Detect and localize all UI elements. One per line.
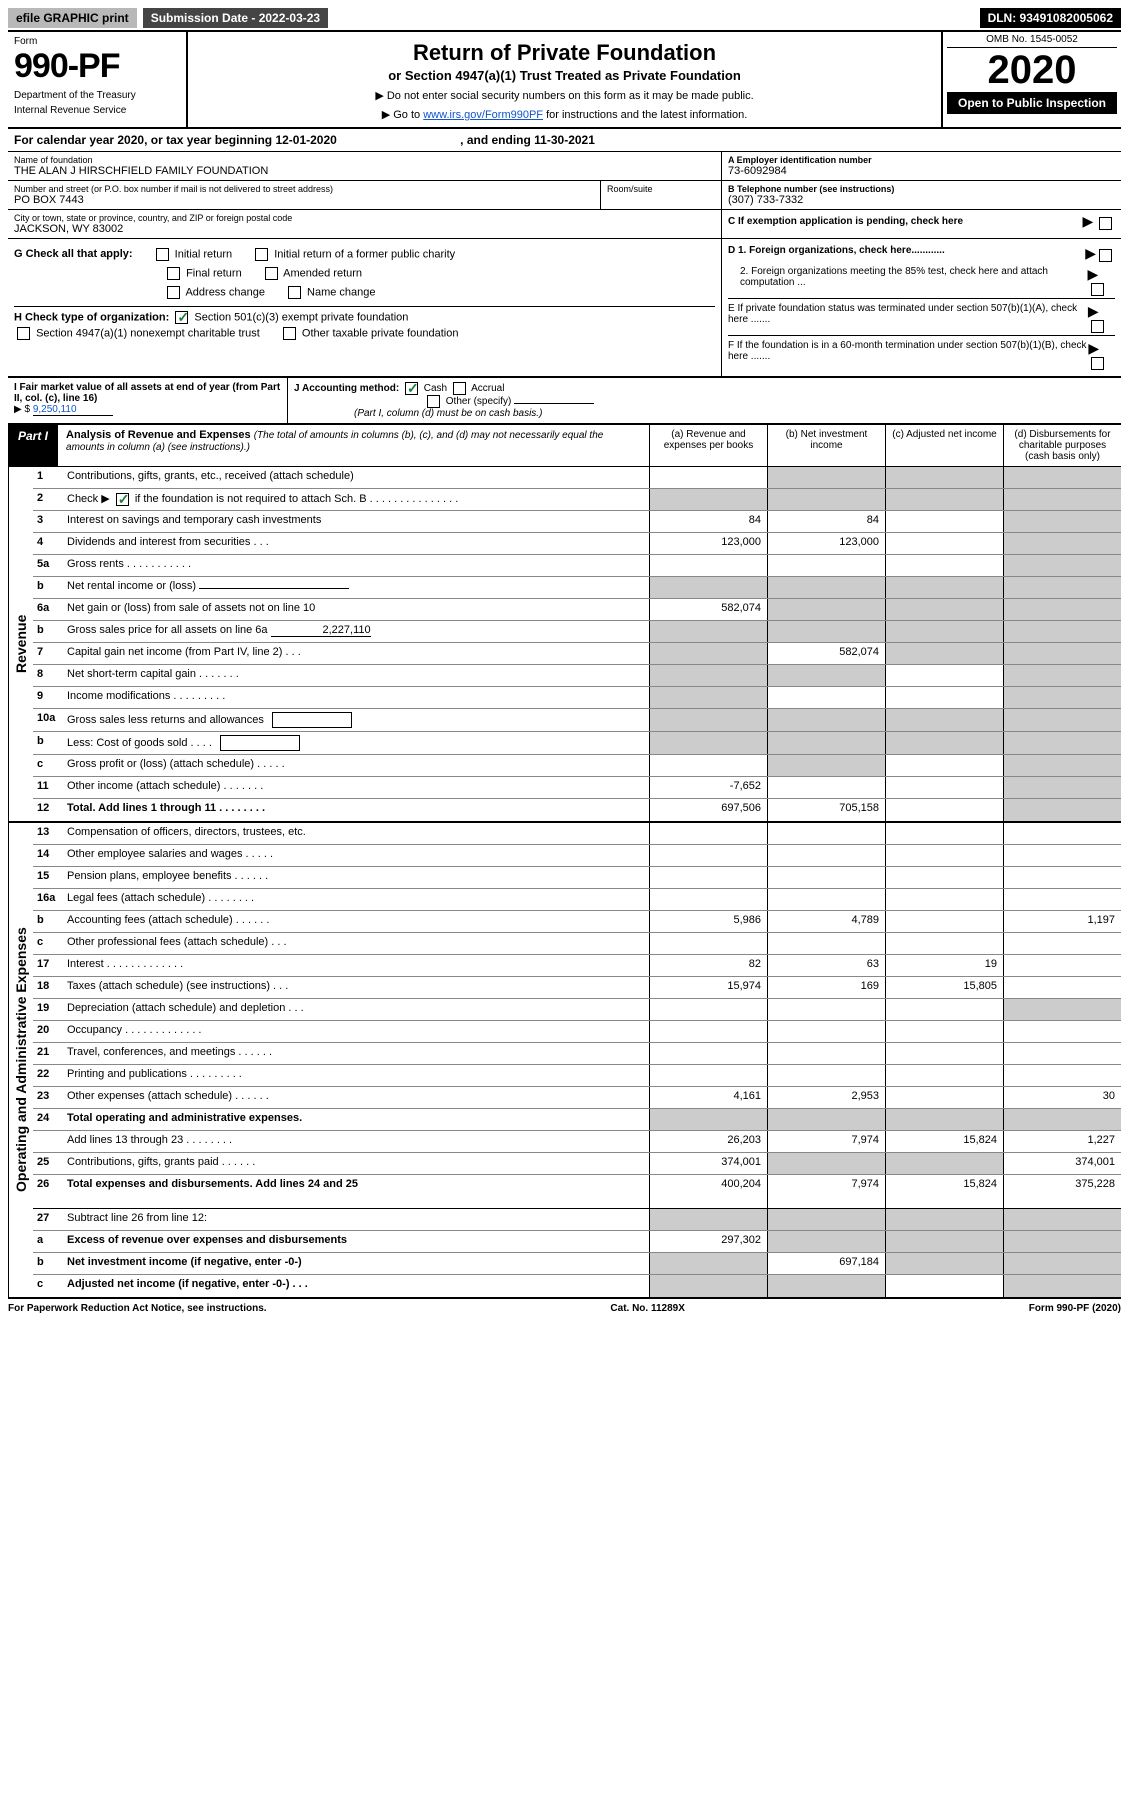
f-label: F If the foundation is in a 60-month ter… — [728, 340, 1088, 362]
dln-badge: DLN: 93491082005062 — [980, 8, 1121, 28]
phone-value: (307) 733-7332 — [728, 194, 1115, 206]
d1-label: D 1. Foreign organizations, check here..… — [728, 245, 945, 256]
addr-label: Number and street (or P.O. box number if… — [14, 184, 594, 194]
4947-checkbox[interactable] — [17, 327, 30, 340]
form-header: Form 990-PF Department of the Treasury I… — [8, 30, 1121, 129]
col-a-header: (a) Revenue and expenses per books — [649, 425, 767, 466]
j-label: J Accounting method: — [294, 383, 399, 394]
e-label: E If private foundation status was termi… — [728, 303, 1088, 325]
paperwork-notice: For Paperwork Reduction Act Notice, see … — [8, 1303, 267, 1314]
irs-url-link[interactable]: www.irs.gov/Form990PF — [423, 109, 543, 121]
tax-year: 2020 — [947, 50, 1117, 90]
part1-header: Part I Analysis of Revenue and Expenses … — [8, 425, 1121, 467]
d2-label: 2. Foreign organizations meeting the 85%… — [728, 266, 1088, 288]
top-bar: efile GRAPHIC print Submission Date - 20… — [8, 8, 1121, 28]
room-suite-label: Room/suite — [601, 181, 721, 209]
col-c-header: (c) Adjusted net income — [885, 425, 1003, 466]
part1-label: Part I — [8, 425, 58, 466]
street-address: PO BOX 7443 — [14, 194, 594, 206]
city-label: City or town, state or province, country… — [14, 213, 715, 223]
amended-return-checkbox[interactable] — [265, 267, 278, 280]
foundation-name: THE ALAN J HIRSCHFIELD FAMILY FOUNDATION — [14, 165, 715, 177]
fmv-accounting-row: I Fair market value of all assets at end… — [8, 378, 1121, 425]
former-charity-checkbox[interactable] — [255, 248, 268, 261]
f-checkbox[interactable] — [1091, 357, 1104, 370]
page-footer: For Paperwork Reduction Act Notice, see … — [8, 1299, 1121, 1314]
exemption-checkbox[interactable] — [1099, 217, 1112, 230]
final-return-checkbox[interactable] — [167, 267, 180, 280]
foundation-info: Name of foundation THE ALAN J HIRSCHFIEL… — [8, 152, 1121, 239]
schb-checkbox[interactable] — [116, 493, 129, 506]
h-label: H Check type of organization: — [14, 311, 169, 323]
form-label: Form — [14, 36, 180, 47]
part1-title: Analysis of Revenue and Expenses — [66, 429, 251, 441]
efile-badge: efile GRAPHIC print — [8, 8, 137, 28]
initial-return-checkbox[interactable] — [156, 248, 169, 261]
dept-treasury: Department of the Treasury — [14, 90, 180, 101]
form-number: 990-PF — [14, 47, 180, 86]
city-state-zip: JACKSON, WY 83002 — [14, 223, 715, 235]
d1-checkbox[interactable] — [1099, 249, 1112, 262]
g-label: G Check all that apply: — [14, 248, 133, 261]
other-method-checkbox[interactable] — [427, 395, 440, 408]
e-checkbox[interactable] — [1091, 320, 1104, 333]
open-to-public: Open to Public Inspection — [947, 92, 1117, 114]
fmv-value-link[interactable]: 9,250,110 — [33, 404, 113, 416]
calendar-year-row: For calendar year 2020, or tax year begi… — [8, 129, 1121, 152]
form-title: Return of Private Foundation — [198, 40, 931, 66]
expenses-rotated-label: Operating and Administrative Expenses — [8, 823, 33, 1297]
cat-number: Cat. No. 11289X — [610, 1303, 684, 1314]
submission-date: Submission Date - 2022-03-23 — [143, 8, 328, 28]
other-taxable-checkbox[interactable] — [283, 327, 296, 340]
irs-label: Internal Revenue Service — [14, 105, 180, 116]
d2-checkbox[interactable] — [1091, 283, 1104, 296]
options-section: G Check all that apply: Initial return I… — [8, 239, 1121, 378]
revenue-rotated-label: Revenue — [8, 467, 33, 821]
ein-value: 73-6092984 — [728, 165, 1115, 177]
col-b-header: (b) Net investment income — [767, 425, 885, 466]
exemption-label: C If exemption application is pending, c… — [728, 216, 963, 227]
ssn-warning: ▶ Do not enter social security numbers o… — [198, 89, 931, 102]
name-label: Name of foundation — [14, 155, 715, 165]
fmv-label: I Fair market value of all assets at end… — [14, 382, 280, 404]
accrual-checkbox[interactable] — [453, 382, 466, 395]
address-change-checkbox[interactable] — [167, 286, 180, 299]
expenses-section: Operating and Administrative Expenses 13… — [8, 823, 1121, 1299]
goto-line: ▶ Go to www.irs.gov/Form990PF for instru… — [198, 108, 931, 121]
cash-basis-note: (Part I, column (d) must be on cash basi… — [294, 408, 542, 419]
phone-label: B Telephone number (see instructions) — [728, 184, 1115, 194]
cash-checkbox[interactable] — [405, 382, 418, 395]
form-ref: Form 990-PF (2020) — [1029, 1303, 1121, 1314]
col-d-header: (d) Disbursements for charitable purpose… — [1003, 425, 1121, 466]
501c3-checkbox[interactable] — [175, 311, 188, 324]
ein-label: A Employer identification number — [728, 155, 1115, 165]
revenue-section: Revenue 1Contributions, gifts, grants, e… — [8, 467, 1121, 823]
form-subtitle: or Section 4947(a)(1) Trust Treated as P… — [198, 68, 931, 83]
omb-number: OMB No. 1545-0052 — [947, 34, 1117, 48]
name-change-checkbox[interactable] — [288, 286, 301, 299]
